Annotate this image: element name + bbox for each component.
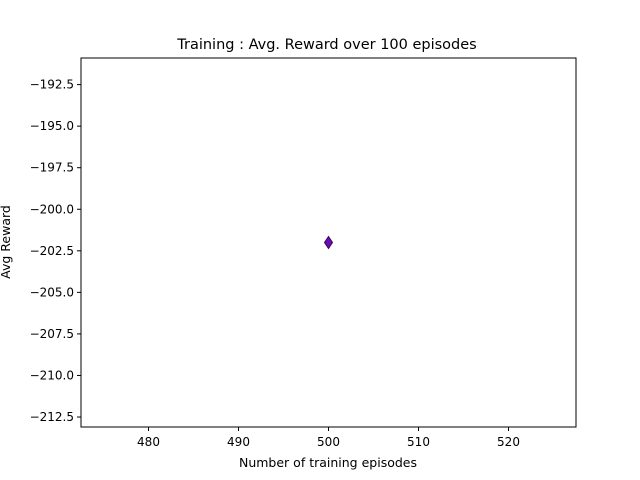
y-axis-label: Avg Reward [0, 205, 13, 279]
y-tick-label: −195.0 [30, 119, 74, 133]
x-tick-label: 480 [137, 435, 160, 449]
x-tick-label: 500 [317, 435, 340, 449]
y-tick-label: −205.0 [30, 285, 74, 299]
plot-frame [80, 57, 577, 428]
y-tick-label: −212.5 [30, 410, 74, 424]
y-tick-label: −192.5 [30, 78, 74, 92]
y-tick-label: −200.0 [30, 202, 74, 216]
y-tick-label: −207.5 [30, 327, 74, 341]
x-axis-label: Number of training episodes [239, 455, 417, 470]
data-point [323, 235, 334, 250]
y-tick-label: −202.5 [30, 244, 74, 258]
plot-layer: 480 490 500 510 520 −192.5 −195.0 −197.5 −200.0 −… [30, 78, 520, 449]
y-tick-label: −210.0 [30, 368, 74, 382]
chart-title: Training : Avg. Reward over 100 episodes [176, 37, 477, 53]
x-tick-label: 510 [407, 435, 430, 449]
y-tick-label: −197.5 [30, 161, 74, 175]
x-tick-label: 520 [497, 435, 520, 449]
x-tick-label: 490 [227, 435, 250, 449]
